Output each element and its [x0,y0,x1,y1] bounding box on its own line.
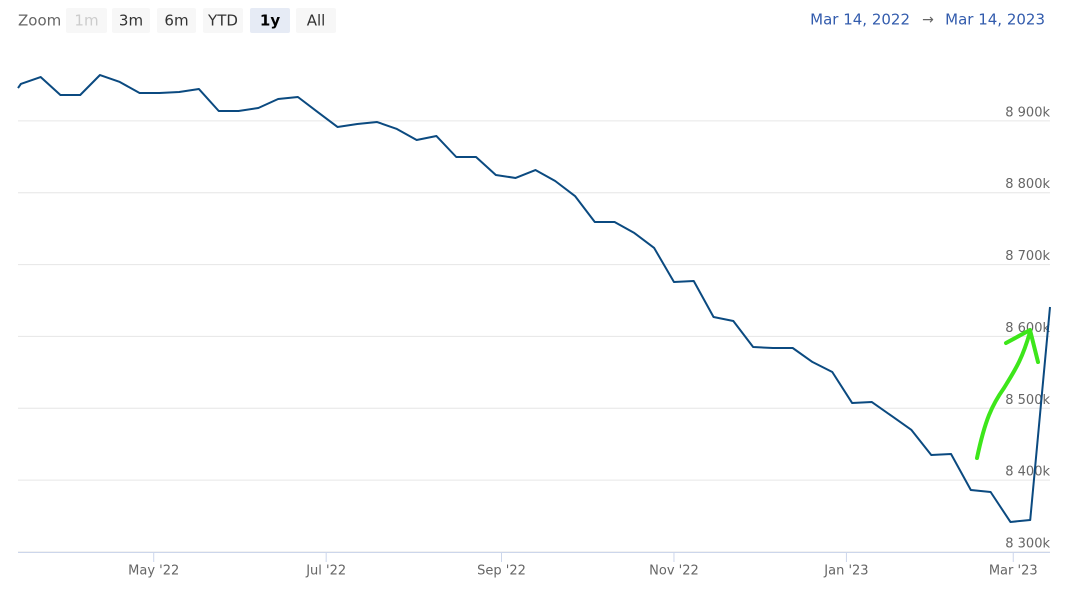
y-tick-label: 8 600k [1005,321,1050,336]
x-tick-label: Jul '22 [305,564,346,579]
y-tick-label: 8 400k [1005,465,1050,480]
y-tick-label: 8 300k [1005,537,1050,552]
y-tick-label: 8 500k [1005,393,1050,408]
range-to: Mar 14, 2023 [945,11,1045,29]
range-button-bg [203,8,243,33]
x-tick-label: Nov '22 [649,564,699,579]
range-selector: Zoom 1m 3m 6m YTD 1y All Mar 14, 2022 → Mar 14, 2… [18,8,1045,33]
range-button[interactable]: All [296,8,336,33]
y-tick-label: 8 900k [1005,105,1050,120]
range-button-label: All [307,12,326,30]
range-button-bg [250,8,290,33]
range-button[interactable]: 1y [250,8,290,33]
x-tick-label: Mar '23 [989,564,1038,579]
annotation-arrow-head [1004,328,1040,364]
x-tick-label: Jan '23 [823,564,868,579]
x-tick-label: May '22 [128,564,179,579]
range-button-label: 1y [260,12,280,30]
range-button[interactable]: 3m [112,8,150,33]
range-button-label: YTD [207,12,238,30]
range-separator: → [922,12,934,28]
range-button-bg [66,8,107,33]
range-button-bg [296,8,336,33]
range-button-label: 1m [74,12,98,30]
range-button-bg [112,8,150,33]
range-from: Mar 14, 2022 [810,11,910,29]
range-button-label: 6m [164,12,188,30]
y-tick-label: 8 700k [1005,249,1050,264]
range-button-label: 3m [119,12,143,30]
range-button: 1m [66,8,107,33]
x-tick-label: Sep '22 [477,564,526,579]
range-button-bg [157,8,196,33]
range-button[interactable]: 6m [157,8,196,33]
line-series [17,74,1051,523]
y-tick-label: 8 800k [1005,177,1050,192]
range-button[interactable]: YTD [203,8,243,33]
annotation-arrow [975,330,1032,460]
zoom-label: Zoom [18,12,61,30]
